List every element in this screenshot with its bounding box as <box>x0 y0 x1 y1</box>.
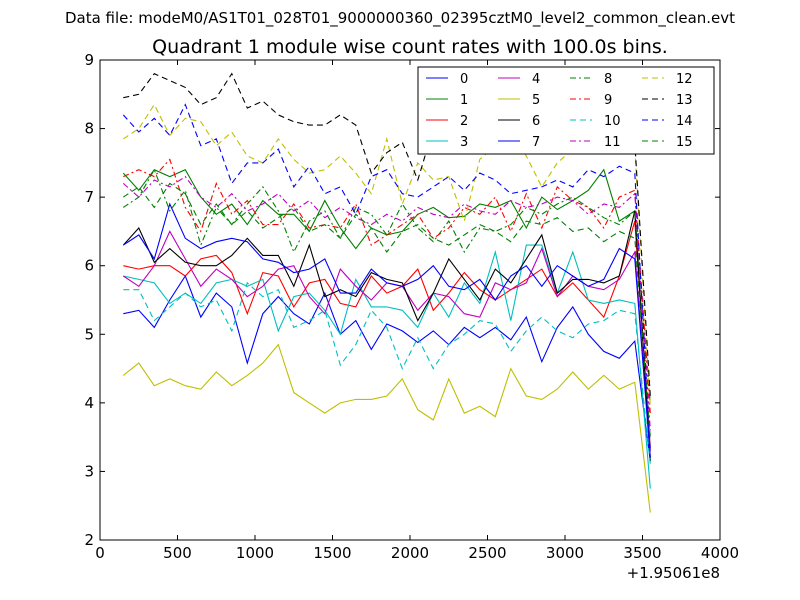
legend-label-8: 8 <box>604 72 612 87</box>
series-line-4 <box>122 230 651 451</box>
series-line-5 <box>122 343 651 513</box>
series-line-3 <box>123 244 651 489</box>
y-tick-label: 9 <box>84 51 94 69</box>
y-tick-label: 5 <box>84 325 94 343</box>
y-tick-label: 8 <box>84 120 94 138</box>
series-line-7 <box>122 202 651 458</box>
series-line-9 <box>123 158 651 414</box>
x-tick-label: 2500 <box>468 544 506 562</box>
x-tick-label: 0 <box>95 544 105 562</box>
x-tick-label: 2000 <box>391 544 429 562</box>
y-tick-label: 6 <box>84 257 94 275</box>
x-tick-label: 500 <box>163 544 192 562</box>
y-tick-label: 7 <box>84 188 94 206</box>
x-tick-label: 3500 <box>623 544 661 562</box>
y-tick-label: 3 <box>84 462 94 480</box>
series-line-2 <box>123 220 651 448</box>
legend-label-2: 2 <box>460 114 468 129</box>
ticks-layer: 0 500 1000 1500 2000 2500 3000 3500 4000 2 3 4 5 6 7 8 9 <box>84 51 739 562</box>
legend-label-4: 4 <box>532 72 540 87</box>
series-line-15 <box>122 182 651 438</box>
series-line-8 <box>122 168 651 403</box>
legend-label-11: 11 <box>604 135 621 150</box>
y-tick-label: 2 <box>84 531 94 549</box>
legend-label-13: 13 <box>676 93 693 108</box>
x-tick-label: 3000 <box>546 544 584 562</box>
legend-label-14: 14 <box>676 114 693 129</box>
legend-label-7: 7 <box>532 135 540 150</box>
series-line-10 <box>123 281 651 465</box>
series-line-0 <box>123 274 651 462</box>
legend-label-3: 3 <box>460 135 468 150</box>
legend-label-5: 5 <box>532 93 540 108</box>
legend-label-10: 10 <box>604 114 621 129</box>
x-tick-label: 1500 <box>313 544 351 562</box>
x-offset-label: +1.95061e8 <box>627 564 720 582</box>
legend-label-12: 12 <box>676 72 693 87</box>
x-tick-label: 4000 <box>701 544 739 562</box>
legend-label-15: 15 <box>676 135 693 150</box>
series-line-11 <box>122 175 651 431</box>
legend-label-1: 1 <box>460 93 468 108</box>
y-tick-label: 4 <box>84 394 94 412</box>
legend-label-6: 6 <box>532 114 540 129</box>
chart-title: Quadrant 1 module wise count rates with … <box>152 36 668 58</box>
legend-label-9: 9 <box>604 93 612 108</box>
legend-box <box>417 66 715 155</box>
series-line-6 <box>122 210 651 462</box>
series-line-12 <box>122 103 651 407</box>
x-tick-label: 1000 <box>236 544 274 562</box>
data-file-label: Data file: modeM0/AS1T01_028T01_90000003… <box>65 9 735 28</box>
series-line-14 <box>122 103 651 451</box>
legend-label-0: 0 <box>460 72 468 87</box>
